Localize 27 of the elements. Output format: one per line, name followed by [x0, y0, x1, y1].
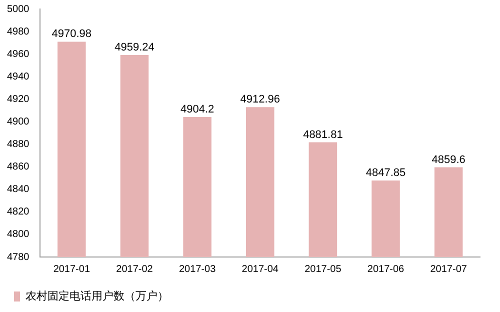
y-tick-label: 5000	[6, 4, 30, 15]
y-tick-label: 4820	[6, 206, 30, 218]
data-label: 4959.24	[114, 41, 154, 54]
data-label: 4881.81	[303, 128, 343, 141]
data-label: 4847.85	[366, 167, 406, 180]
y-tick-label: 4840	[6, 184, 30, 196]
data-label: 4912.96	[240, 94, 280, 106]
y-tick-label: 4800	[6, 229, 30, 240]
y-tick-label: 4860	[6, 162, 30, 173]
data-label: 4970.98	[52, 28, 92, 40]
x-tick-label: 2017-01	[53, 264, 90, 275]
y-tick-label: 4920	[6, 94, 30, 105]
x-tick-label: 2017-05	[304, 264, 342, 275]
y-tick-label: 4780	[6, 252, 30, 263]
x-tick-label: 2017-03	[178, 264, 216, 275]
y-tick-label: 4960	[6, 48, 30, 60]
y-tick-label: 4900	[6, 116, 30, 128]
legend-label: 农村固定电话用户数（万户）	[26, 290, 168, 303]
x-tick-label: 2017-06	[367, 264, 405, 275]
data-label: 4859.6	[432, 154, 466, 166]
data-label: 4904.2	[180, 104, 214, 116]
y-tick-label: 4980	[6, 26, 30, 38]
x-tick-label: 2017-02	[116, 264, 154, 275]
y-tick-label: 4940	[6, 71, 30, 82]
x-tick-label: 2017-04	[242, 264, 279, 275]
x-tick-label: 2017-07	[430, 264, 468, 275]
y-tick-label: 4880	[6, 139, 30, 150]
